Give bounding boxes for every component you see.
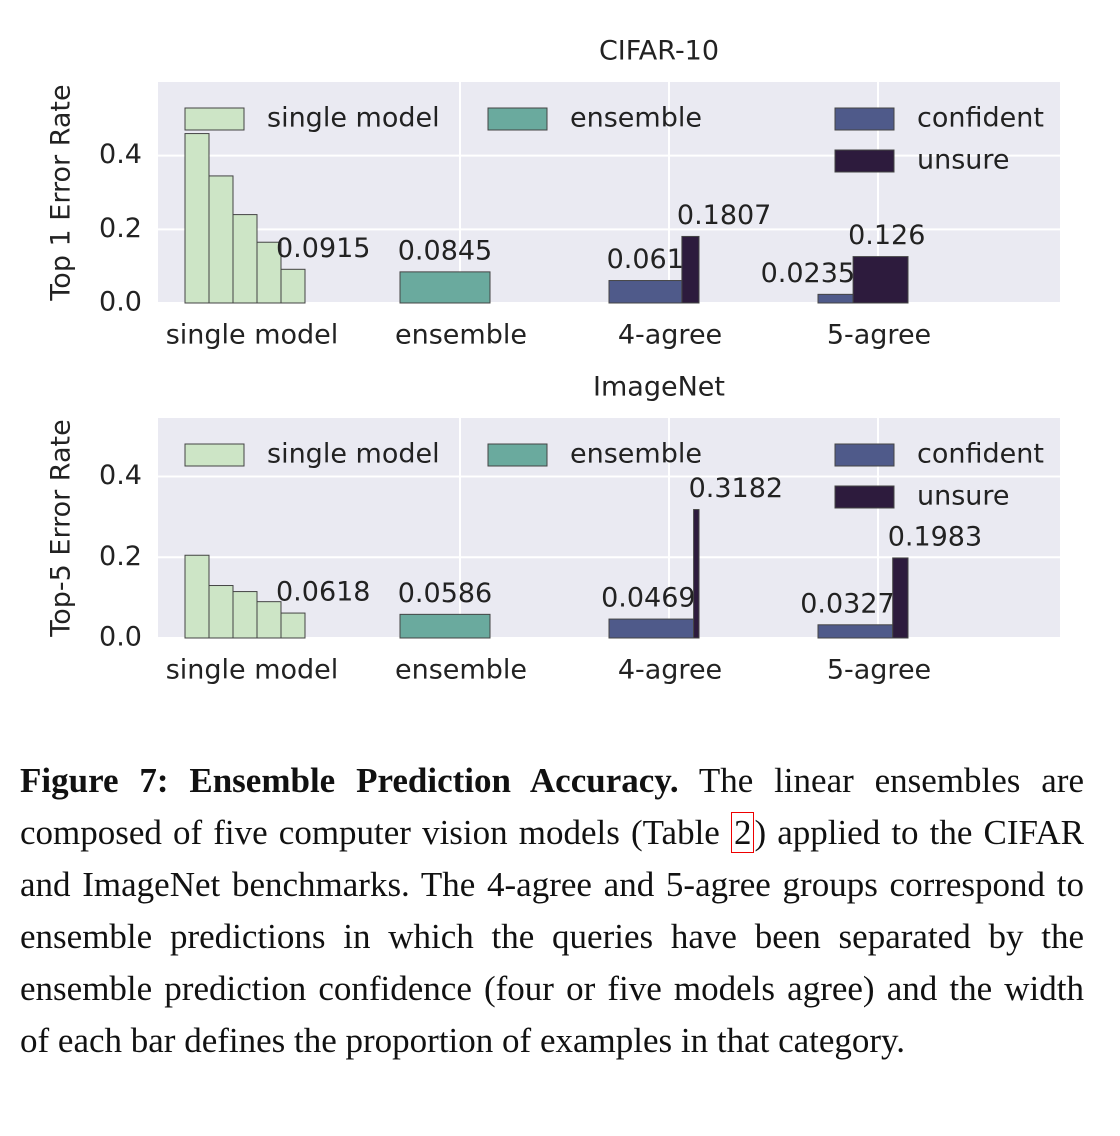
bar <box>892 557 909 639</box>
value-label: 0.0469 <box>601 583 695 614</box>
legend-swatch <box>487 107 548 131</box>
x-tick-label: single model <box>166 655 339 686</box>
bar <box>817 293 854 304</box>
value-label: 0.0586 <box>398 578 492 609</box>
caption: Figure 7: Ensemble Prediction Accuracy. … <box>20 755 1084 1067</box>
caption-text: ) applied to the CIFAR and ImageNet benc… <box>20 813 1084 1060</box>
value-label: 0.1983 <box>888 521 982 552</box>
plot-area <box>158 82 1060 303</box>
value-label: 0.126 <box>848 220 925 251</box>
y-tick-label: 0.0 <box>99 622 142 653</box>
y-axis-label: Top-5 Error Rate <box>46 419 77 637</box>
bar <box>852 256 909 304</box>
bar <box>184 133 210 304</box>
bar <box>232 591 258 639</box>
bar <box>184 554 210 639</box>
value-label: 0.0845 <box>398 235 492 266</box>
legend-label: unsure <box>917 481 1010 512</box>
chart-title: ImageNet <box>593 372 725 403</box>
x-tick-label: 5-agree <box>827 320 931 351</box>
bar <box>280 268 306 304</box>
y-tick-label: 0.0 <box>99 287 142 318</box>
bar <box>817 624 894 639</box>
bar <box>681 235 700 304</box>
legend-swatch <box>834 443 895 467</box>
value-label: 0.1807 <box>677 200 771 231</box>
value-label: 0.061 <box>607 244 684 275</box>
legend-label: confident <box>917 103 1044 134</box>
legend-label: single model <box>267 439 440 470</box>
bar <box>256 601 282 639</box>
figure: CIFAR-10 Top 1 Error Rate 0.0 0.2 0.4 single … <box>45 35 1060 686</box>
legend-swatch <box>184 107 245 131</box>
bar <box>232 214 258 304</box>
bar <box>208 175 234 304</box>
legend-label: confident <box>917 439 1044 470</box>
y-tick-label: 0.4 <box>99 139 142 170</box>
legend-swatch <box>487 443 548 467</box>
y-axis-label: Top 1 Error Rate <box>46 84 77 301</box>
x-tick-label: 4-agree <box>618 655 722 686</box>
legend-swatch <box>184 443 245 467</box>
x-tick-label: 4-agree <box>618 320 722 351</box>
bar <box>208 585 234 639</box>
x-tick-label: ensemble <box>395 320 527 351</box>
caption-text: The linear ensembles are composed of fiv… <box>20 761 1084 852</box>
table-ref[interactable]: 2 <box>730 812 755 853</box>
legend-label: single model <box>267 103 440 134</box>
y-tick-label: 0.2 <box>99 541 142 572</box>
y-tick-label: 0.2 <box>99 213 142 244</box>
bar <box>280 612 306 639</box>
caption-label: Figure 7: Ensemble Prediction Accuracy. <box>20 761 679 800</box>
legend-swatch <box>834 149 895 173</box>
legend-swatch <box>834 485 895 509</box>
bar <box>608 618 695 639</box>
value-label: 0.0618 <box>276 577 370 608</box>
legend-label: ensemble <box>570 103 702 134</box>
x-tick-label: single model <box>166 320 339 351</box>
legend-swatch <box>834 107 895 131</box>
bar <box>693 509 700 639</box>
value-label: 0.3182 <box>689 473 783 504</box>
x-tick-label: 5-agree <box>827 655 931 686</box>
value-label: 0.0915 <box>276 233 370 264</box>
plot-area <box>158 418 1060 638</box>
legend-label: ensemble <box>570 439 702 470</box>
x-tick-label: ensemble <box>395 655 527 686</box>
y-tick-label: 0.4 <box>99 460 142 491</box>
bar <box>399 271 491 304</box>
value-label: 0.0327 <box>800 588 894 619</box>
value-label: 0.0235 <box>761 258 855 289</box>
bar <box>399 613 491 639</box>
chart-title: CIFAR-10 <box>599 36 719 67</box>
bar <box>608 280 683 304</box>
legend-label: unsure <box>917 145 1010 176</box>
